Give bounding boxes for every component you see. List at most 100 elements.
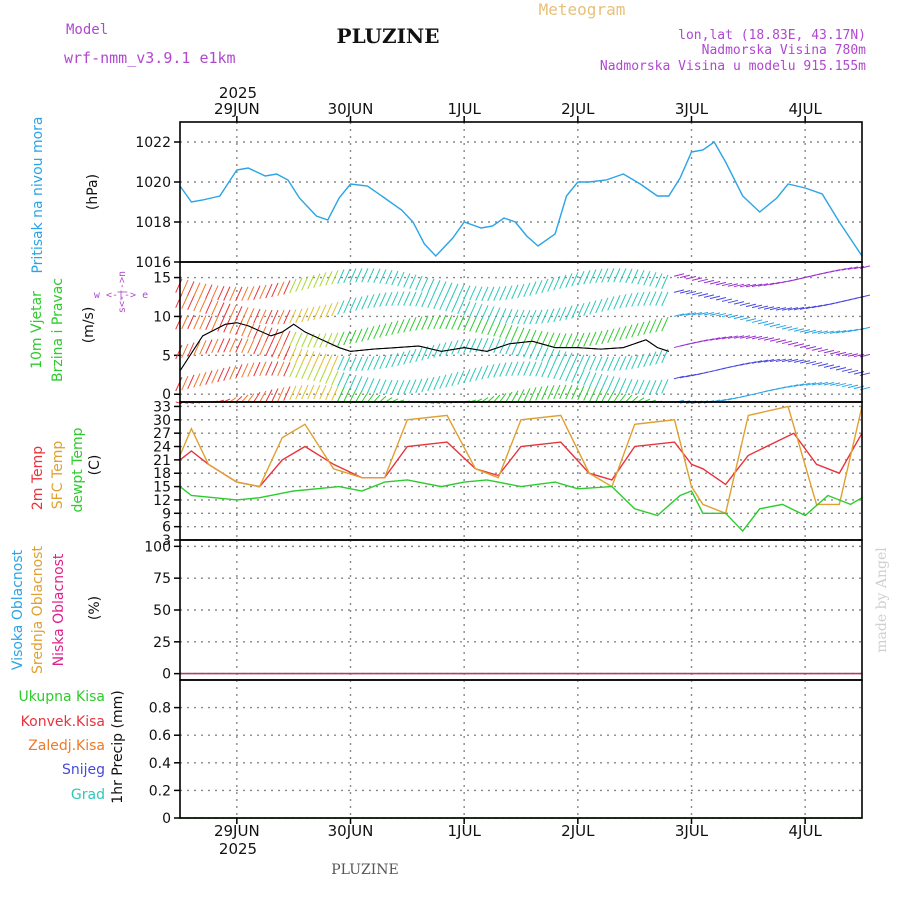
wind-barb [296,309,302,323]
wind-barb [200,340,206,354]
y-tick-label: 1020 [135,175,171,191]
wind-barb [650,319,656,333]
wind-barb [644,380,650,394]
wind-barb [494,363,500,377]
wind-compass-vertical: s<-|->n [117,271,128,313]
wind-barb [614,327,620,341]
wind-barb [308,275,314,289]
wind-barb [344,388,350,402]
wind-barb [362,377,368,391]
wind-barb [266,284,272,298]
pressure-label: Pritisak na nivou mora [30,116,46,273]
wind-barb [200,298,206,312]
wind-barb [698,294,708,297]
wind-barb [332,386,338,400]
wind-barb [566,306,572,320]
wind-barb [554,308,560,322]
wind-barb [554,365,560,379]
cloud-label-high: Visoka Oblacnost [10,549,26,670]
wind-barb [638,354,644,368]
wind-barb [536,280,542,294]
wind-barb [338,356,344,370]
wind-barb [632,293,638,307]
wind-barb [416,379,422,393]
wind-barb [380,355,386,369]
wind-barb [632,355,638,369]
precip-unit: 1hr Precip (mm) [110,690,126,803]
y-tick-label: 1016 [135,255,171,271]
wind-barb [506,309,512,323]
wind-barb [596,269,602,283]
wind-barb [788,342,798,345]
wind-barb [308,307,314,321]
y-tick-label: 0.6 [149,728,171,744]
wind-barb [656,318,662,332]
wind-barb [224,367,230,381]
wind-barb [500,324,506,338]
wind-barb [392,321,398,335]
wind-barb [560,333,566,347]
wind-barb [650,292,656,306]
wind-barb [212,369,218,383]
wind-barb [326,271,332,285]
wind-barb [248,363,254,377]
wind-barb [716,298,726,301]
wind-barb [278,345,284,359]
temp-label-dewpt: dewpt Temp [70,427,86,512]
wind-barb [740,303,750,306]
wind-barb [620,326,626,340]
wind-barb [278,362,284,376]
wind-barb [290,309,296,323]
wind-barb [656,380,662,394]
wind-barb [548,385,554,399]
wind-barb [548,364,554,378]
wind-barb [458,285,464,299]
wind-barb [470,303,476,317]
wind-barb [602,375,608,389]
wind-barb [752,305,762,308]
wind-barb [518,284,524,298]
wind-barb [416,316,422,330]
y-tick-label: 1018 [135,215,171,231]
wind-barb [644,321,650,335]
wind-barb [254,309,260,323]
wind-barb [536,310,542,324]
wind-barb [584,302,590,316]
wind-barb [206,300,212,314]
wind-barb [404,273,410,287]
wind-barb [506,325,512,339]
wind-barb [650,272,656,286]
wind-barb [824,365,834,368]
wind-barb [740,317,750,320]
wind-barb [422,378,428,392]
wind-barb [290,347,296,361]
wind-barb [446,283,452,297]
wind-barb [632,323,638,337]
wind-barb [848,385,858,388]
wind-barb [512,391,518,402]
wind-barb [242,287,248,301]
wind-barb [278,310,284,324]
wind-barb [182,315,188,329]
wind-barb [608,376,614,390]
wind-barb [626,356,632,370]
wind-barb [464,339,470,353]
wind-barb [530,282,536,296]
wind-barb [554,350,560,364]
wind-barb [620,378,626,392]
wind-barb [536,346,542,360]
wind-barb [596,299,602,313]
pressure-unit: (hPa) [85,174,101,210]
wind-barb [326,333,332,347]
wind-barb [836,368,846,371]
wind-barb [368,356,374,370]
wind-barb [458,300,464,314]
cloud-label-mid: Srednja Oblacnost [30,546,46,674]
wind-barb [224,318,230,332]
wind-barb [824,350,834,353]
wind-barb [254,362,260,376]
wind-barb [608,391,614,402]
wind-barb [302,333,308,347]
wind-barb [506,286,512,300]
wind-barb [506,392,512,402]
